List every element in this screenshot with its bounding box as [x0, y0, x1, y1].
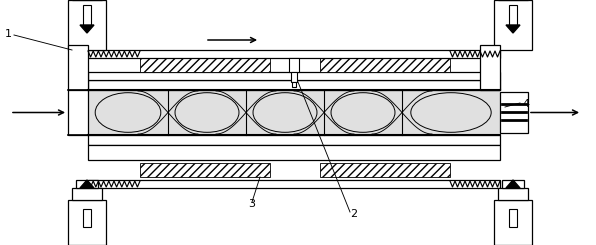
Bar	[68, 45, 88, 90]
Bar	[494, 200, 532, 245]
Text: 2: 2	[350, 209, 357, 219]
Bar	[76, 180, 98, 188]
Bar	[68, 0, 106, 50]
Bar	[498, 188, 528, 200]
Bar	[88, 180, 500, 188]
Bar	[72, 188, 102, 200]
Bar	[88, 80, 500, 90]
Bar	[88, 72, 500, 80]
Bar	[88, 50, 500, 58]
Bar	[509, 209, 517, 227]
Polygon shape	[80, 180, 94, 188]
Bar	[140, 163, 270, 177]
Bar	[88, 135, 500, 145]
Text: 3: 3	[248, 199, 255, 209]
Bar	[88, 145, 500, 160]
Bar	[502, 180, 524, 188]
Polygon shape	[506, 25, 520, 33]
Bar	[292, 82, 296, 87]
Bar	[291, 72, 297, 82]
Bar	[494, 0, 532, 50]
Bar	[68, 200, 106, 245]
Bar	[83, 209, 91, 227]
Bar	[140, 58, 270, 72]
Bar	[509, 5, 517, 25]
Polygon shape	[506, 180, 520, 188]
Bar	[320, 58, 450, 72]
Bar	[320, 163, 450, 177]
Text: 4: 4	[522, 99, 529, 109]
Bar	[289, 58, 299, 72]
Bar	[480, 45, 500, 90]
Bar	[500, 92, 528, 133]
Text: 1: 1	[5, 29, 12, 39]
Bar	[83, 5, 91, 25]
Bar	[88, 90, 500, 135]
Bar	[68, 90, 88, 135]
Polygon shape	[80, 25, 94, 33]
